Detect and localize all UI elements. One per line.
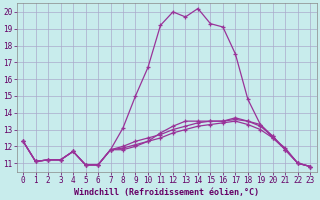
X-axis label: Windchill (Refroidissement éolien,°C): Windchill (Refroidissement éolien,°C)	[74, 188, 259, 197]
